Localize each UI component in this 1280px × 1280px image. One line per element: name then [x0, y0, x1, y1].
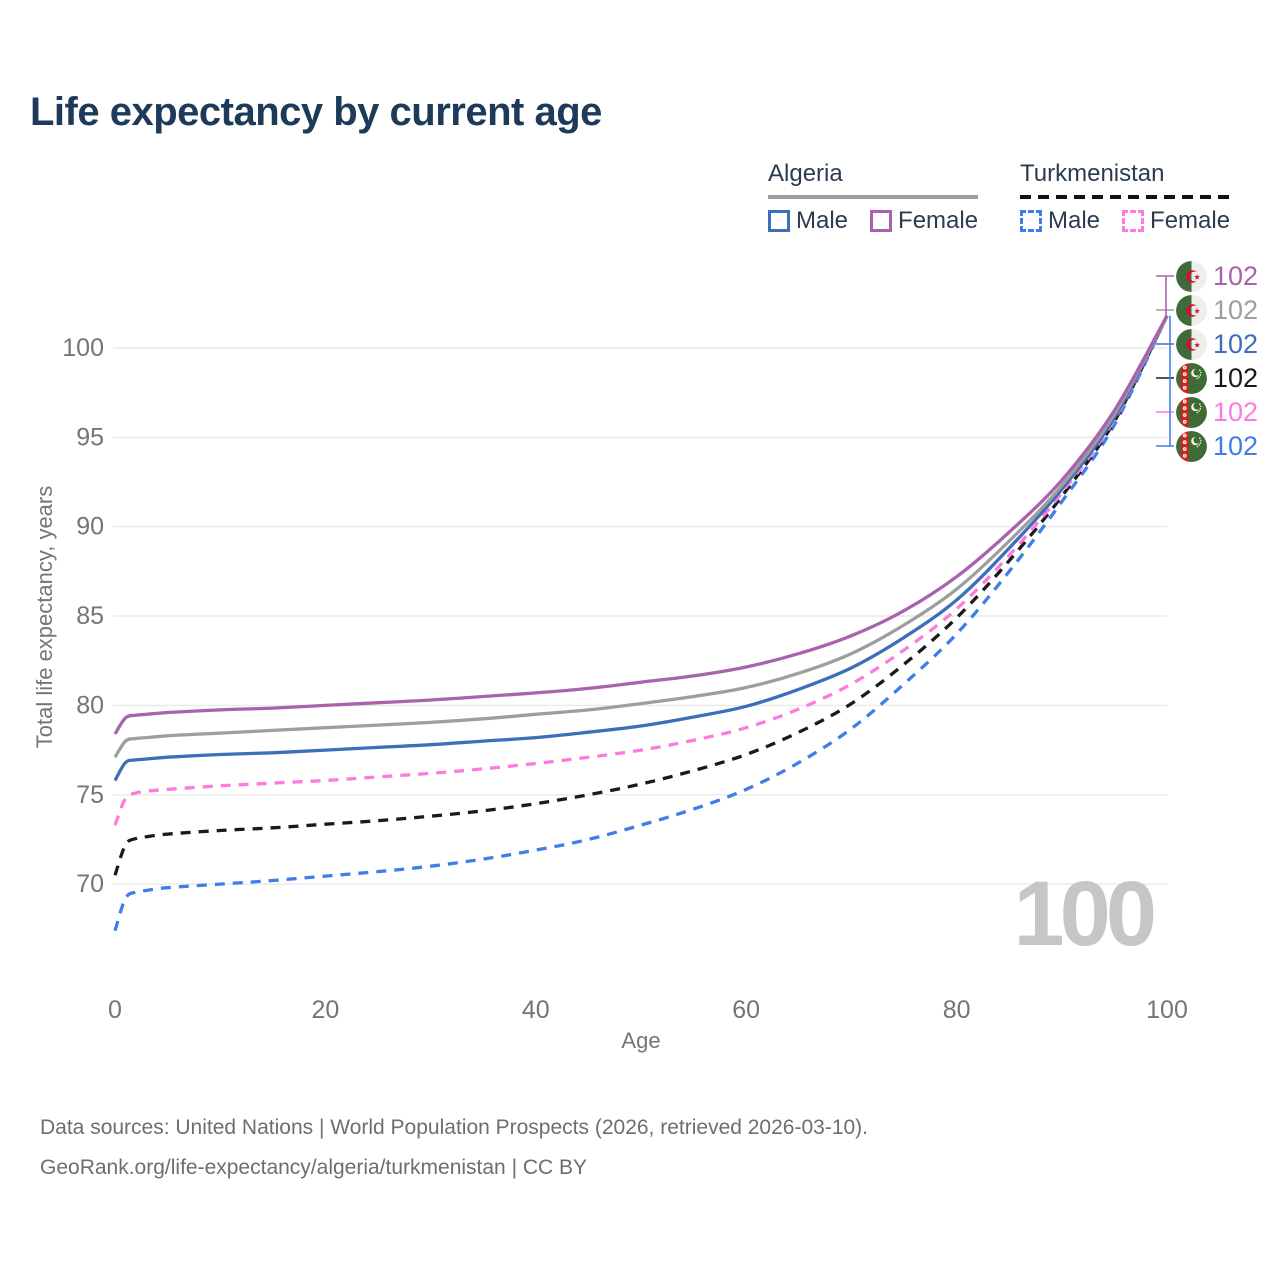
legend-item-turkmenistan-female[interactable]: Female — [1122, 207, 1230, 235]
end-label-value-algeria-female: 102 — [1213, 260, 1259, 291]
series-line-algeria-all — [113, 315, 1169, 759]
x-tick-40: 40 — [522, 996, 550, 1024]
legend-underline-dashed — [1020, 195, 1231, 199]
footer: Data sources: United Nations | World Pop… — [40, 1108, 868, 1188]
y-tick-90: 90 — [76, 513, 104, 541]
end-label-turkmenistan-female: 102 — [1176, 396, 1258, 428]
y-tick-85: 85 — [76, 602, 104, 630]
algeria-flag-icon — [1176, 329, 1207, 360]
end-label-value-turkmenistan-male: 102 — [1213, 430, 1259, 461]
y-tick-70: 70 — [76, 870, 104, 898]
turkmenistan-flag-icon — [1176, 363, 1207, 394]
legend-label-turkmenistan-female: Female — [1150, 207, 1231, 234]
y-axis-title: Total life expectancy, years — [32, 486, 57, 749]
end-label-value-turkmenistan-female: 102 — [1213, 396, 1259, 427]
legend-label-turkmenistan-male: Male — [1048, 207, 1101, 234]
series-line-algeria-male — [113, 315, 1169, 782]
footer-data-sources: Data sources: United Nations | World Pop… — [40, 1116, 869, 1139]
end-label-value-turkmenistan-all: 102 — [1213, 362, 1259, 393]
legend-country-turkmenistan: Turkmenistan — [1020, 160, 1165, 187]
age-counter-watermark: 100 — [1013, 863, 1158, 965]
end-label-algeria-female: 102 — [1176, 260, 1258, 292]
x-tick-60: 60 — [732, 996, 760, 1024]
x-tick-80: 80 — [943, 996, 971, 1024]
end-label-turkmenistan-male: 102 — [1176, 430, 1258, 462]
series-line-turkmenistan-male — [113, 315, 1169, 932]
end-label-turkmenistan-all: 102 — [1176, 362, 1258, 394]
y-tick-80: 80 — [76, 691, 104, 719]
turkmenistan-flag-icon — [1176, 431, 1207, 462]
algeria-flag-icon — [1176, 295, 1207, 326]
line-chart: 70 75 80 85 90 95 100 0 20 40 60 80 100 Age Total life… — [32, 275, 1188, 1053]
legend-item-algeria-female[interactable]: Female — [870, 207, 978, 235]
y-tick-75: 75 — [76, 781, 104, 809]
x-tick-20: 20 — [311, 996, 339, 1024]
turkmenistan-flag-icon — [1176, 397, 1207, 428]
legend-swatch-algeria-male — [768, 210, 790, 232]
legend-group-turkmenistan: Turkmenistan Male Female — [1020, 160, 1231, 235]
y-tick-95: 95 — [76, 423, 104, 451]
legend-swatch-algeria-female — [870, 210, 893, 232]
end-label-algeria-male: 102 — [1176, 328, 1258, 360]
series-line-algeria-female — [113, 314, 1169, 735]
legend-item-turkmenistan-male[interactable]: Male — [1020, 207, 1100, 235]
page-title: Life expectancy by current age — [30, 90, 602, 134]
legend-label-algeria-female: Female — [898, 207, 979, 234]
legend-underline-solid — [768, 195, 979, 199]
algeria-flag-icon — [1176, 261, 1207, 292]
x-tick-0: 0 — [108, 996, 122, 1024]
x-tick-100: 100 — [1146, 996, 1188, 1024]
legend-swatch-turkmenistan-male — [1020, 210, 1042, 232]
x-axis-title: Age — [621, 1028, 660, 1053]
legend-swatch-turkmenistan-female — [1122, 210, 1145, 232]
legend-item-algeria-male[interactable]: Male — [768, 207, 848, 235]
series-line-turkmenistan-all — [113, 315, 1169, 876]
legend-group-algeria: Algeria Male Female — [768, 160, 979, 235]
end-label-value-algeria-male: 102 — [1213, 328, 1259, 359]
y-tick-100: 100 — [62, 334, 104, 362]
legend-country-algeria: Algeria — [768, 160, 843, 187]
legend-label-algeria-male: Male — [796, 207, 849, 234]
end-label-value-algeria-all: 102 — [1213, 294, 1259, 325]
footer-attribution: GeoRank.org/life-expectancy/algeria/turk… — [40, 1156, 588, 1179]
end-label-algeria-all: 102 — [1176, 294, 1258, 326]
series-line-turkmenistan-female — [113, 315, 1169, 826]
